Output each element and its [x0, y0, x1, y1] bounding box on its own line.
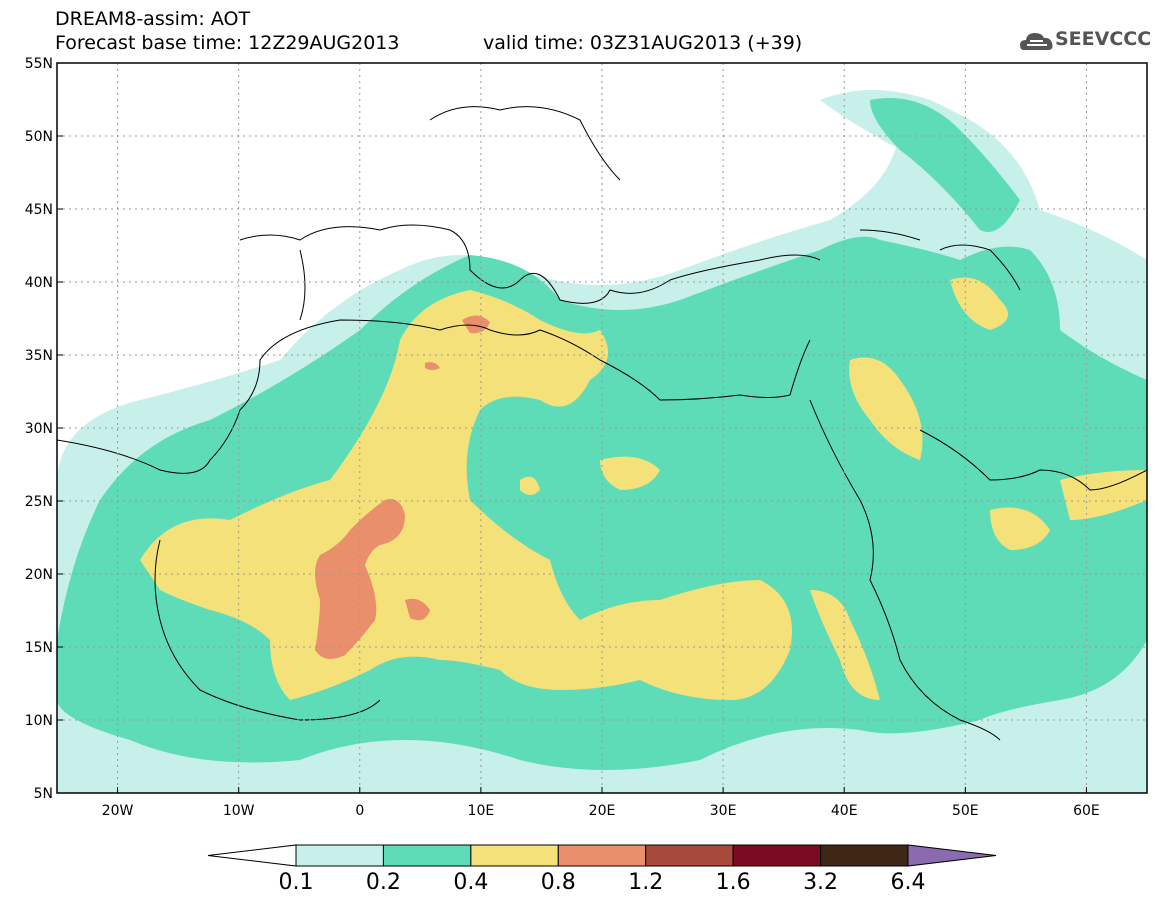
y-tick-label: 20N [25, 567, 53, 583]
map-title: DREAM8-assim: AOT [55, 8, 251, 30]
y-tick-label: 5N [34, 786, 53, 802]
x-tick-label: 0 [355, 803, 364, 819]
colorbar-box [645, 844, 734, 867]
colorbar-box [732, 844, 822, 867]
colorbar-level-label: 0.8 [540, 870, 576, 895]
x-axis: 20W 10W 0 10E 20E 30E 40E 50E 60E [102, 787, 1100, 819]
aot-level-0-4 [140, 277, 1147, 700]
gridlines [57, 63, 1147, 793]
colorbar-under-triangle [207, 844, 297, 867]
cloud-logo-icon [1020, 33, 1053, 50]
y-tick-label: 50N [25, 129, 53, 145]
forecast-base-time: Forecast base time: 12Z29AUG2013 [55, 32, 400, 54]
y-tick-label: 55N [25, 56, 53, 72]
x-tick-label: 30E [710, 803, 737, 819]
x-tick-label: 10E [468, 803, 495, 819]
valid-time: valid time: 03Z31AUG2013 (+39) [483, 32, 803, 54]
x-tick-label: 60E [1073, 803, 1100, 819]
colorbar-over-triangle [907, 844, 997, 867]
colorbar-level-label: 1.2 [628, 870, 664, 895]
x-tick-label: 20E [589, 803, 616, 819]
colorbar-box [295, 844, 384, 867]
y-tick-label: 35N [25, 348, 53, 364]
logo-text: SEEVCCC [1055, 28, 1152, 50]
colorbar-level-label: 0.2 [365, 870, 401, 895]
y-axis: 55N 50N 45N 40N 35N 30N 25N 20N 15N 10N 5N [25, 56, 63, 802]
colorbar-level-label: 0.4 [453, 870, 489, 895]
y-tick-label: 40N [25, 275, 53, 291]
x-tick-label: 40E [831, 803, 858, 819]
colorbar-level-label: 0.1 [278, 870, 314, 895]
colorbar [207, 844, 997, 867]
x-tick-label: 50E [952, 803, 979, 819]
x-tick-label: 10W [223, 803, 255, 819]
colorbar-box [820, 844, 909, 867]
colorbar-level-label: 6.4 [890, 870, 926, 895]
y-tick-label: 25N [25, 494, 53, 510]
y-tick-label: 15N [25, 640, 53, 656]
y-tick-label: 10N [25, 713, 53, 729]
colorbar-box [470, 844, 559, 867]
x-tick-label: 20W [102, 803, 134, 819]
colorbar-box [557, 844, 647, 867]
colorbar-box [382, 844, 472, 867]
y-tick-label: 45N [25, 202, 53, 218]
coastlines [57, 106, 1147, 741]
y-tick-label: 30N [25, 421, 53, 437]
colorbar-level-label: 3.2 [803, 870, 839, 895]
colorbar-level-label: 1.6 [715, 870, 751, 895]
